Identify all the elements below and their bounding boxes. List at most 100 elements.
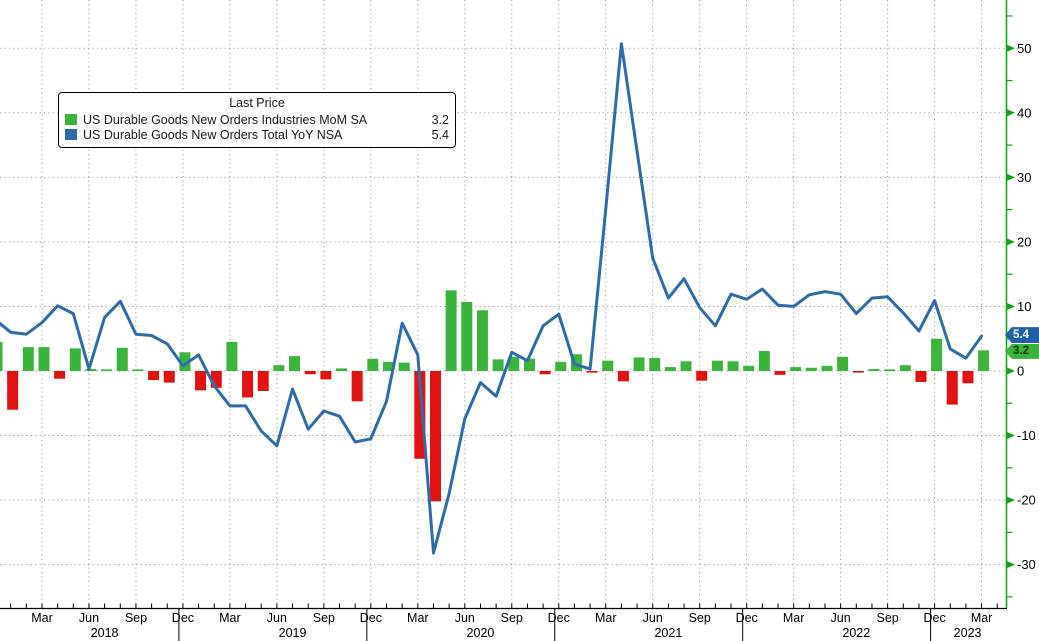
mom-bar <box>711 360 723 371</box>
mom-bar <box>383 361 394 371</box>
mom-bar <box>602 360 614 371</box>
yoy-series-value: 5.4 <box>431 127 449 142</box>
legend-item-yoy[interactable]: US Durable Goods New Orders Total YoY NS… <box>65 127 449 142</box>
mom-series-label: US Durable Goods New Orders Industries M… <box>83 112 368 127</box>
mom-bar <box>758 350 770 371</box>
mom-bar <box>680 361 692 371</box>
y-tick-arrow-icon <box>1007 432 1015 440</box>
y-tick-arrow-icon <box>1007 44 1015 52</box>
x-tick-label: Dec <box>923 611 945 625</box>
mom-bar <box>304 371 316 375</box>
x-tick-label: Sep <box>125 611 147 625</box>
mom-bar <box>523 358 535 371</box>
mom-bar <box>727 361 739 371</box>
mom-bar <box>163 371 175 383</box>
legend-item-mom[interactable]: US Durable Goods New Orders Industries M… <box>65 112 449 127</box>
y-tick-arrow-icon <box>1007 496 1015 504</box>
mom-bar <box>617 371 629 382</box>
x-tick-label: Sep <box>689 611 711 625</box>
x-tick-label: Jun <box>79 611 99 625</box>
mom-bar <box>398 362 410 371</box>
x-tick-label: Dec <box>736 611 758 625</box>
mom-series-value: 3.2 <box>431 112 449 127</box>
x-tick-label: Dec <box>172 611 194 625</box>
mom-bar <box>179 352 191 371</box>
mom-bar <box>85 369 97 371</box>
yoy-series-label: US Durable Goods New Orders Total YoY NS… <box>83 127 343 142</box>
legend-box: Last Price US Durable Goods New Orders I… <box>58 92 456 148</box>
mom-bar <box>414 371 426 459</box>
x-tick-label: Sep <box>313 611 335 625</box>
year-label: 2022 <box>842 626 870 640</box>
mom-bar <box>429 371 441 502</box>
mom-bar <box>195 371 207 391</box>
y-tick-label: 30 <box>1017 170 1031 185</box>
mom-bar <box>7 371 19 410</box>
mom-bar <box>555 361 567 371</box>
mom-bar <box>946 371 958 405</box>
mom-bar <box>586 371 598 373</box>
mom-series-swatch <box>65 114 77 125</box>
y-tick-arrow-icon <box>1007 238 1015 246</box>
y-tick-label: -30 <box>1017 557 1036 572</box>
x-tick-label: Mar <box>783 611 805 625</box>
x-tick-label: Mar <box>219 611 241 625</box>
x-tick-label: Dec <box>360 611 382 625</box>
x-axis: Mar Jun Sep Dec Mar Jun Sep Dec Mar Jun Sep Dec Mar J… <box>0 603 1007 641</box>
mom-bar <box>884 369 896 371</box>
mom-bar <box>116 347 128 371</box>
mom-bar <box>805 367 817 371</box>
mom-bar <box>0 341 3 371</box>
y-tick-label: 10 <box>1017 299 1031 314</box>
y-tick-arrow-icon <box>1007 109 1015 117</box>
year-label: 2018 <box>91 626 119 640</box>
mom-bar <box>320 371 332 380</box>
mom-bar <box>132 369 144 371</box>
mom-bar <box>570 354 582 371</box>
y-tick-arrow-icon <box>1007 367 1015 375</box>
x-tick-label: Jun <box>267 611 287 625</box>
mom-bars-layer <box>0 290 990 502</box>
x-tick-label: Mar <box>595 611 617 625</box>
yoy-series-swatch <box>65 129 77 140</box>
mom-bar <box>633 357 645 371</box>
x-tick-label: Mar <box>407 611 429 625</box>
mom-bar <box>148 371 160 381</box>
mom-bar <box>367 358 379 371</box>
mom-bar <box>539 371 551 375</box>
x-tick-label: Jun <box>831 611 851 625</box>
mom-bar <box>664 367 676 371</box>
mom-bar <box>790 367 802 371</box>
mom-bar <box>649 358 661 371</box>
mom-bar <box>210 371 222 388</box>
mom-bar <box>461 301 473 371</box>
x-tick-label: Mar <box>971 611 993 625</box>
y-axis: 50 40 30 20 10 0 -10 -20 -30 <box>1005 0 1036 608</box>
mom-bar <box>696 371 708 381</box>
y-tick-arrow-icon <box>1007 173 1015 181</box>
mom-bar <box>476 310 488 371</box>
y-tick-label: -10 <box>1017 428 1036 443</box>
mom-bar <box>336 368 348 371</box>
y-tick-label: 0 <box>1017 364 1024 379</box>
yoy-line <box>0 42 984 555</box>
y-tick-arrow-icon <box>1007 302 1015 310</box>
mom-bar <box>101 369 113 371</box>
y-tick-label: -20 <box>1017 493 1036 508</box>
mom-bar <box>242 371 254 398</box>
legend-title: Last Price <box>229 96 285 110</box>
x-tick-label: Jun <box>455 611 475 625</box>
mom-bar <box>226 341 238 371</box>
mom-bar <box>508 356 520 371</box>
year-label: 2023 <box>954 626 982 640</box>
yoy-last-price-badge: 5.4 <box>1005 327 1039 344</box>
year-label: 2021 <box>654 626 682 640</box>
mom-bar <box>774 371 786 375</box>
mom-last-price-badge: 3.2 <box>1005 343 1039 359</box>
x-tick-label: Sep <box>501 611 523 625</box>
y-tick-arrow-icon <box>1007 561 1015 569</box>
mom-bar <box>492 359 504 371</box>
mom-bar <box>852 371 864 373</box>
